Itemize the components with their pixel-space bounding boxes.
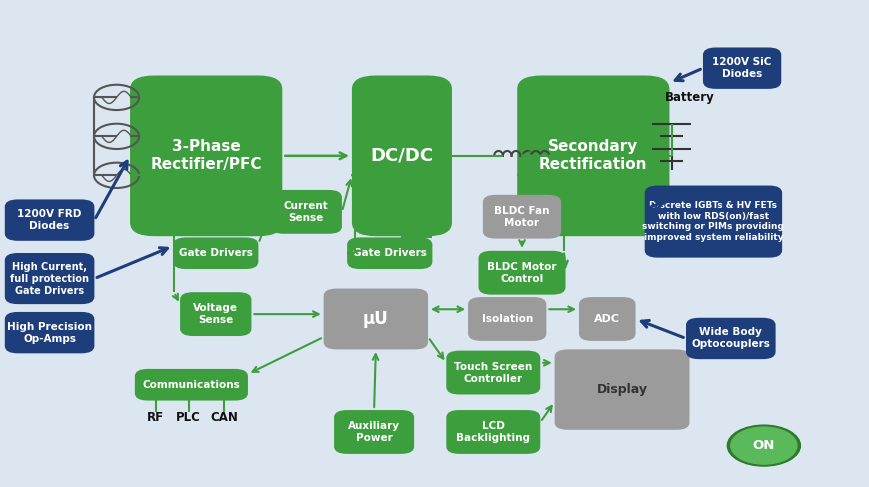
- Text: Secondary
Rectification: Secondary Rectification: [539, 139, 647, 172]
- FancyBboxPatch shape: [516, 75, 669, 236]
- Text: Voltage
Sense: Voltage Sense: [193, 303, 238, 325]
- Text: LCD
Backlighting: LCD Backlighting: [455, 421, 530, 443]
- Text: 1200V SiC
Diodes: 1200V SiC Diodes: [712, 57, 771, 79]
- FancyBboxPatch shape: [270, 190, 342, 234]
- FancyBboxPatch shape: [468, 297, 546, 341]
- Circle shape: [726, 425, 799, 466]
- FancyBboxPatch shape: [5, 200, 94, 241]
- Text: μU: μU: [362, 310, 388, 328]
- FancyBboxPatch shape: [347, 238, 432, 269]
- FancyBboxPatch shape: [579, 297, 634, 341]
- FancyBboxPatch shape: [180, 292, 251, 336]
- Text: High Precision
Op-Amps: High Precision Op-Amps: [7, 321, 92, 344]
- FancyBboxPatch shape: [554, 350, 688, 430]
- FancyBboxPatch shape: [130, 75, 282, 236]
- Text: 1200V FRD
Diodes: 1200V FRD Diodes: [17, 209, 82, 231]
- Text: Isolation: Isolation: [481, 314, 532, 324]
- Text: Wide Body
Optocouplers: Wide Body Optocouplers: [691, 327, 769, 350]
- Text: RF: RF: [147, 411, 164, 424]
- FancyBboxPatch shape: [5, 253, 94, 304]
- Text: CAN: CAN: [210, 411, 238, 424]
- Text: Auxiliary
Power: Auxiliary Power: [348, 421, 400, 443]
- Text: BLDC Fan
Motor: BLDC Fan Motor: [494, 206, 549, 228]
- Text: DC/DC: DC/DC: [370, 147, 433, 165]
- FancyBboxPatch shape: [644, 186, 781, 258]
- FancyBboxPatch shape: [135, 369, 248, 400]
- Text: Current
Sense: Current Sense: [283, 201, 328, 223]
- Text: ADC: ADC: [594, 314, 620, 324]
- Text: Gate Drivers: Gate Drivers: [179, 248, 252, 258]
- Text: ON: ON: [752, 439, 774, 452]
- FancyBboxPatch shape: [334, 410, 414, 454]
- Text: Display: Display: [596, 383, 647, 396]
- Text: Touch Screen
Controller: Touch Screen Controller: [454, 361, 532, 384]
- FancyBboxPatch shape: [5, 312, 94, 354]
- FancyBboxPatch shape: [446, 410, 540, 454]
- Text: Discrete IGBTs & HV FETs
with low RDS(on)/fast
switching or PIMs providing
impro: Discrete IGBTs & HV FETs with low RDS(on…: [641, 201, 784, 242]
- FancyBboxPatch shape: [323, 288, 428, 350]
- Text: High Current,
full protection
Gate Drivers: High Current, full protection Gate Drive…: [10, 262, 89, 296]
- Text: 3-Phase
Rectifier/PFC: 3-Phase Rectifier/PFC: [150, 139, 262, 172]
- Text: BLDC Motor
Control: BLDC Motor Control: [487, 262, 556, 284]
- FancyBboxPatch shape: [702, 48, 780, 89]
- FancyBboxPatch shape: [482, 195, 561, 239]
- Circle shape: [730, 427, 796, 464]
- FancyBboxPatch shape: [351, 75, 452, 236]
- FancyBboxPatch shape: [685, 318, 775, 359]
- Text: Communications: Communications: [143, 380, 240, 390]
- FancyBboxPatch shape: [446, 351, 540, 394]
- Text: Battery: Battery: [664, 91, 714, 104]
- Text: Gate Drivers: Gate Drivers: [353, 248, 426, 258]
- Text: PLC: PLC: [176, 411, 201, 424]
- FancyBboxPatch shape: [478, 251, 565, 295]
- FancyBboxPatch shape: [173, 238, 258, 269]
